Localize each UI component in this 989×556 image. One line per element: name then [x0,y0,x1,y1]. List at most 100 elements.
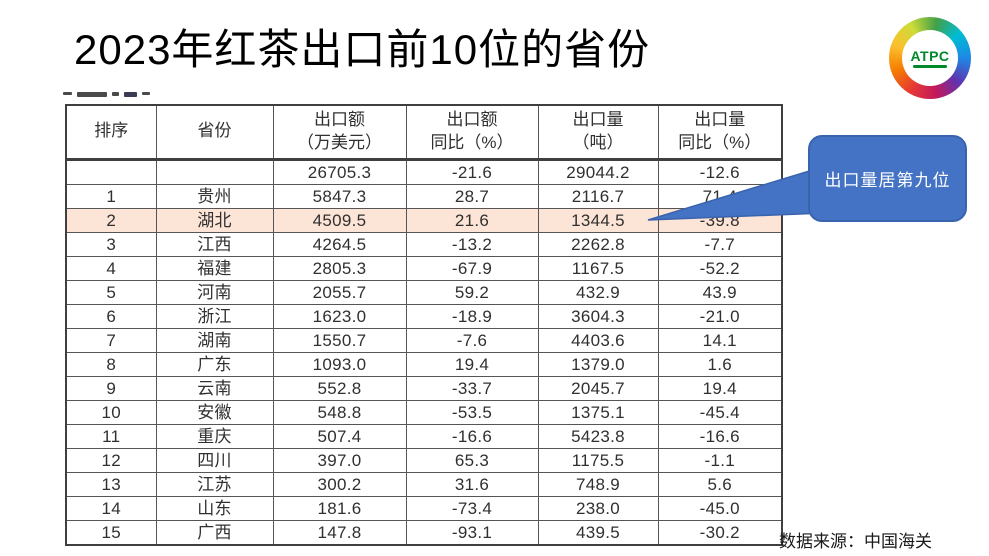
cell-province: 贵州 [155,183,274,209]
cell-export-qty-yoy: 43.9 [657,279,783,305]
cell-export-value-yoy: -21.6 [405,158,539,185]
cell-export-qty-yoy: -16.6 [657,423,783,449]
cell-export-value-yoy: 21.6 [405,207,539,233]
cell-export-value: 397.0 [272,447,407,473]
cell-export-qty-yoy: 1.6 [657,351,783,377]
cell-province: 江苏 [155,471,274,497]
cell-export-value: 4264.5 [272,231,407,257]
cell-export-qty-yoy: -21.0 [657,303,783,329]
cell-province: 广西 [155,519,274,545]
atpc-logo: ATPC [889,17,971,99]
cell-rank: 15 [65,519,157,545]
cell-export-qty: 2116.7 [537,183,659,209]
cell-rank: 11 [65,423,157,449]
cell-rank: 6 [65,303,157,329]
col-header-export-qty-yoy: 出口量 同比（%） [657,104,783,161]
cell-province: 浙江 [155,303,274,329]
table-row: 6 浙江 1623.0 -18.9 3604.3 -21.0 [65,303,783,329]
table-row: 2 湖北 4509.5 21.6 1344.5 -39.8 [65,207,783,233]
cell-export-value: 4509.5 [272,207,407,233]
cell-export-qty-yoy: -7.7 [657,231,783,257]
cell-export-value-yoy: 28.7 [405,183,539,209]
cell-export-value: 147.8 [272,519,407,545]
cell-province: 云南 [155,375,274,401]
cell-rank: 7 [65,327,157,353]
cell-export-qty: 1375.1 [537,399,659,425]
cell-export-qty-yoy: 19.4 [657,375,783,401]
cell-export-value: 548.8 [272,399,407,425]
cell-export-qty: 1175.5 [537,447,659,473]
cell-export-qty: 1344.5 [537,207,659,233]
cell-export-qty-yoy: -30.2 [657,519,783,545]
table-row: 3 江西 4264.5 -13.2 2262.8 -7.7 [65,231,783,257]
cell-rank: 3 [65,231,157,257]
cell-export-value-yoy: -7.6 [405,327,539,353]
table-body: 26705.3 -21.6 29044.2 -12.6 1 贵州 5847.3 … [65,158,783,545]
logo-text: ATPC [910,47,950,64]
cell-rank: 4 [65,255,157,281]
callout-box: 出口量居第九位 [808,135,967,222]
cell-rank: 9 [65,375,157,401]
cell-export-qty: 29044.2 [537,158,659,185]
cell-rank: 1 [65,183,157,209]
cell-export-qty: 1167.5 [537,255,659,281]
table-row: 1 贵州 5847.3 28.7 2116.7 71.4 [65,183,783,209]
cell-export-value-yoy: 59.2 [405,279,539,305]
col-header-export-value: 出口额 （万美元） [272,104,407,161]
cell-export-value-yoy: 65.3 [405,447,539,473]
cell-rank: 2 [65,207,157,233]
cell-export-value: 1550.7 [272,327,407,353]
table-header: 排序 省份 出口额 （万美元） 出口额 同比（%） 出口量 （吨） 出口量 同比（%） [65,104,783,161]
cell-export-qty: 432.9 [537,279,659,305]
cell-export-value: 26705.3 [272,158,407,185]
cell-export-value: 181.6 [272,495,407,521]
table-row: 7 湖南 1550.7 -7.6 4403.6 14.1 [65,327,783,353]
cell-export-value: 300.2 [272,471,407,497]
logo-underline [913,64,947,68]
cell-export-qty-yoy: -52.2 [657,255,783,281]
export-table: 排序 省份 出口额 （万美元） 出口额 同比（%） 出口量 （吨） 出口量 同比（%） … [65,104,783,546]
cell-rank: 13 [65,471,157,497]
cell-export-qty-yoy: -1.1 [657,447,783,473]
data-source-note: 数据来源：中国海关 [779,532,932,551]
cell-export-value-yoy: -93.1 [405,519,539,545]
cell-export-value-yoy: -33.7 [405,375,539,401]
cell-province: 湖南 [155,327,274,353]
cell-export-qty: 2262.8 [537,231,659,257]
cell-export-value-yoy: -53.5 [405,399,539,425]
col-header-export-qty: 出口量 （吨） [537,104,659,161]
cell-export-qty-yoy: -45.0 [657,495,783,521]
table-row: 9 云南 552.8 -33.7 2045.7 19.4 [65,375,783,401]
cell-export-value-yoy: 19.4 [405,351,539,377]
table-row: 4 福建 2805.3 -67.9 1167.5 -52.2 [65,255,783,281]
cell-export-value: 2805.3 [272,255,407,281]
cell-export-value: 5847.3 [272,183,407,209]
cell-province: 广东 [155,351,274,377]
cell-export-qty-yoy: -45.4 [657,399,783,425]
cell-rank: 12 [65,447,157,473]
cell-export-value: 1623.0 [272,303,407,329]
cell-rank: 5 [65,279,157,305]
cell-rank [65,158,157,185]
slide-title: 2023年红茶出口前10位的省份 [74,26,651,73]
col-header-export-value-yoy: 出口额 同比（%） [405,104,539,161]
cell-export-value-yoy: -73.4 [405,495,539,521]
cell-export-qty: 748.9 [537,471,659,497]
cell-export-qty: 3604.3 [537,303,659,329]
cell-export-qty-yoy: 71.4 [657,183,783,209]
cell-export-qty-yoy: 5.6 [657,471,783,497]
table-row: 12 四川 397.0 65.3 1175.5 -1.1 [65,447,783,473]
callout-text: 出口量居第九位 [824,171,951,190]
cell-province: 河南 [155,279,274,305]
clipped-text-artifact [63,92,155,99]
table-row: 15 广西 147.8 -93.1 439.5 -30.2 [65,519,783,545]
logo-center: ATPC [902,30,958,86]
cell-province [155,158,274,185]
cell-export-qty: 439.5 [537,519,659,545]
cell-province: 安徽 [155,399,274,425]
cell-export-qty-yoy: -39.8 [657,207,783,233]
cell-rank: 8 [65,351,157,377]
cell-export-value-yoy: -13.2 [405,231,539,257]
cell-export-qty: 2045.7 [537,375,659,401]
cell-province: 福建 [155,255,274,281]
